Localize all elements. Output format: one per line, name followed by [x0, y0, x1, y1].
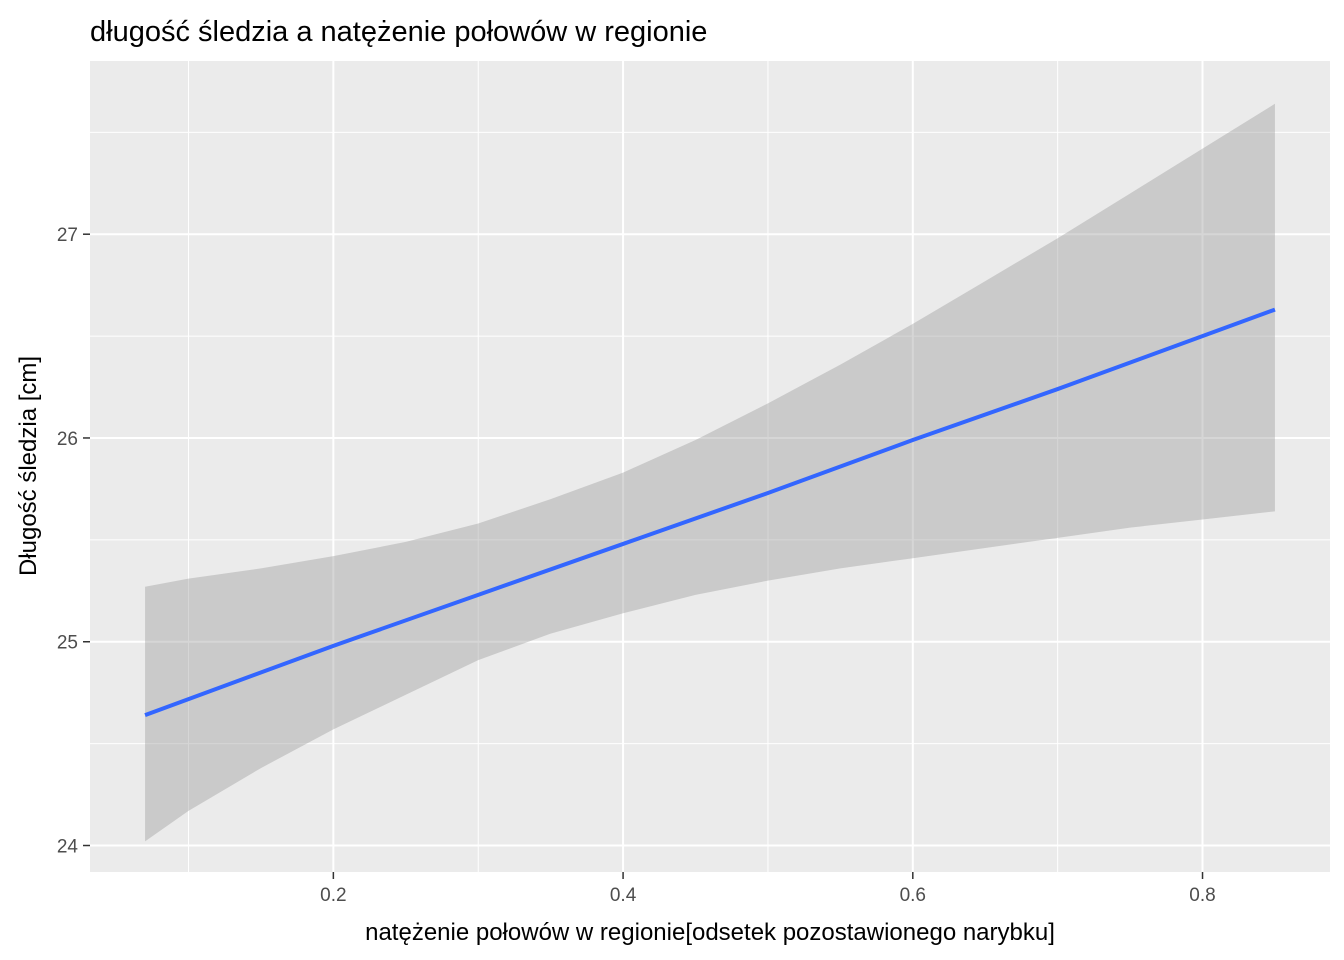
y-axis: 24 25 26 27	[57, 225, 90, 858]
x-axis: 0.2 0.4 0.6 0.8	[320, 872, 1216, 906]
x-tick-label: 0.8	[1189, 885, 1215, 906]
x-axis-title: natężenie połowów w regionie[odsetek poz…	[365, 919, 1055, 946]
regression-line	[144, 307, 1276, 717]
confidence-band-layer	[145, 103, 1275, 842]
chart-title: długość śledzia a natężenie połowów w re…	[90, 16, 707, 48]
major-gridlines	[90, 61, 1330, 872]
x-tick-label: 0.6	[900, 885, 926, 906]
plot-panel	[90, 61, 1330, 872]
x-tick-label: 0.2	[320, 885, 346, 906]
y-tick-label: 25	[57, 633, 78, 654]
y-tick-label: 27	[57, 225, 78, 246]
confidence-band	[145, 103, 1275, 842]
minor-gridlines	[90, 61, 1330, 872]
y-axis-title: Długość śledzia [cm]	[15, 356, 42, 576]
x-tick-label: 0.4	[610, 885, 637, 906]
y-tick-label: 26	[57, 429, 78, 450]
y-tick-label: 24	[57, 837, 79, 858]
regression-line-layer	[144, 307, 1276, 717]
